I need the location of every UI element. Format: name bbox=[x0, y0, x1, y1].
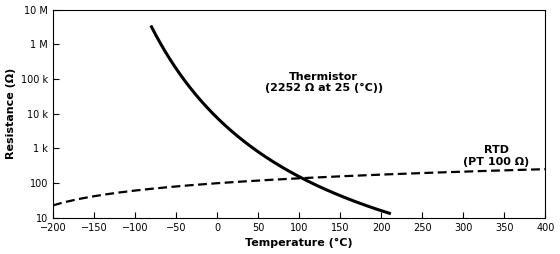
Y-axis label: Resistance (Ω): Resistance (Ω) bbox=[6, 68, 16, 159]
Text: Thermistor
(2252 Ω at 25 (°C)): Thermistor (2252 Ω at 25 (°C)) bbox=[265, 72, 383, 93]
Text: RTD
(PT 100 Ω): RTD (PT 100 Ω) bbox=[463, 145, 529, 167]
X-axis label: Temperature (°C): Temperature (°C) bbox=[245, 238, 353, 248]
